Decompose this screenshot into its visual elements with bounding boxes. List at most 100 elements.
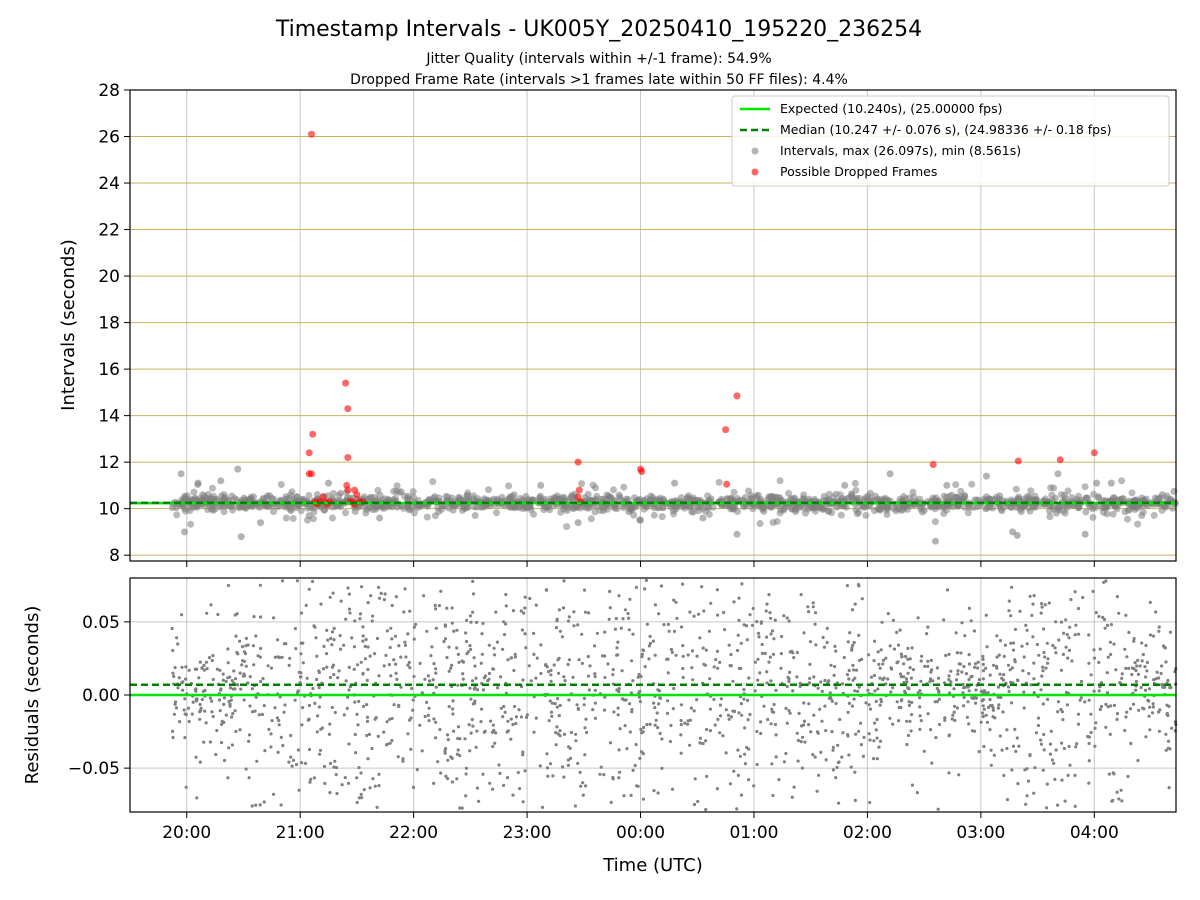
residual-point-1544	[1075, 742, 1079, 746]
residual-point-1685	[1157, 729, 1161, 733]
residual-point-1654	[339, 647, 343, 651]
residual-point-630	[567, 745, 571, 749]
residual-point-1426	[617, 594, 621, 598]
interval-point-1497	[683, 494, 691, 502]
residual-point-1879	[1002, 673, 1006, 677]
interval-point-1292	[289, 515, 297, 522]
interval-point-1050	[410, 493, 418, 501]
residual-point-1759	[985, 720, 990, 724]
residual-point-5	[480, 632, 484, 636]
residual-point-1051	[208, 740, 212, 744]
residual-point-1627	[222, 696, 226, 700]
residual-point-1612	[964, 672, 969, 676]
legend-box	[731, 95, 1170, 187]
residual-point-1044	[906, 733, 911, 738]
residual-point-500	[257, 713, 261, 717]
residual-point-38	[479, 720, 483, 724]
interval-point-1516	[841, 481, 849, 489]
residual-point-265	[200, 666, 204, 670]
interval-point-1288	[862, 511, 870, 519]
residual-point-1859	[458, 737, 462, 741]
residual-point-649	[983, 691, 988, 695]
interval-point-1373	[759, 505, 767, 513]
residual-point-1042	[872, 659, 876, 663]
residual-point-1618	[446, 777, 450, 781]
residual-point-1431	[371, 614, 375, 618]
residual-point-1953	[1068, 763, 1072, 767]
residual-point-795	[235, 650, 239, 655]
residual-point-830	[576, 761, 580, 766]
residual-point-311	[584, 784, 588, 788]
residual-point-580	[382, 598, 386, 602]
residual-point-1439	[718, 714, 723, 718]
residual-point-1770	[253, 709, 257, 713]
residual-point-1613	[772, 702, 776, 707]
residual-point-1239	[450, 756, 454, 761]
residual-point-1451	[456, 683, 460, 687]
residual-point-1697	[658, 731, 662, 736]
residual-point-565	[753, 689, 757, 693]
residual-point-1485	[509, 737, 513, 741]
residual-point-760	[652, 701, 656, 705]
residual-point-951	[1022, 706, 1026, 710]
residual-point-1981	[425, 700, 429, 705]
residual-point-81	[835, 765, 839, 770]
interval-point-953	[1081, 483, 1089, 491]
interval-point-1214	[883, 506, 891, 514]
residual-point-11	[745, 638, 749, 642]
residual-point-446	[1041, 665, 1045, 669]
residual-point-504	[226, 583, 231, 588]
residual-point-1060	[1115, 595, 1119, 599]
residual-point-1873	[582, 703, 586, 707]
residual-point-654	[360, 585, 364, 589]
residual-point-903	[625, 747, 629, 751]
residual-point-1540	[1073, 773, 1077, 778]
residual-point-148	[548, 762, 553, 766]
residual-point-1002	[244, 767, 248, 771]
residual-point-1749	[1076, 712, 1081, 716]
residual-point-1531	[1161, 685, 1165, 689]
residual-point-286	[729, 653, 733, 657]
residual-point-1732	[974, 688, 978, 692]
residual-point-1739	[238, 671, 242, 675]
residual-point-1562	[300, 723, 304, 727]
residual-point-946	[495, 640, 499, 644]
residual-point-750	[340, 783, 344, 787]
residual-point-1049	[962, 704, 966, 708]
residual-point-1452	[545, 665, 549, 669]
residual-point-893	[313, 701, 317, 706]
residual-point-221	[506, 776, 510, 780]
residual-point-714	[1070, 659, 1074, 663]
residual-point-1459	[1064, 618, 1068, 622]
residual-point-447	[1044, 666, 1048, 670]
interval-point-1507	[305, 512, 313, 520]
residual-point-1147	[458, 806, 462, 810]
residual-point-1298	[679, 733, 683, 737]
residual-point-421	[672, 686, 676, 691]
residual-point-769	[317, 705, 321, 709]
residual-point-1942	[851, 643, 855, 647]
residual-point-679	[447, 705, 451, 709]
x-tick-label-7: 03:00	[956, 823, 1005, 843]
residual-point-1015	[222, 702, 226, 707]
interval-point-1494	[522, 504, 530, 512]
residual-point-1865	[1076, 722, 1081, 726]
residual-point-914	[385, 743, 389, 747]
lower-ytick-label-0: −0.05	[68, 759, 120, 779]
residual-point-1623	[791, 651, 795, 655]
residual-point-904	[287, 760, 291, 764]
residual-point-847	[1147, 714, 1151, 718]
residual-point-1996	[957, 662, 961, 666]
residual-point-1075	[1166, 678, 1170, 683]
residual-point-1698	[997, 703, 1001, 707]
residual-point-1556	[838, 717, 842, 722]
residual-point-429	[639, 727, 643, 732]
residual-point-1590	[633, 763, 637, 768]
residual-point-960	[1133, 661, 1137, 665]
residual-point-589	[830, 699, 834, 703]
residual-point-884	[475, 729, 479, 733]
residual-point-122	[998, 672, 1002, 676]
residual-point-1179	[896, 660, 900, 664]
residual-point-1180	[173, 666, 177, 670]
residual-point-431	[868, 800, 872, 805]
